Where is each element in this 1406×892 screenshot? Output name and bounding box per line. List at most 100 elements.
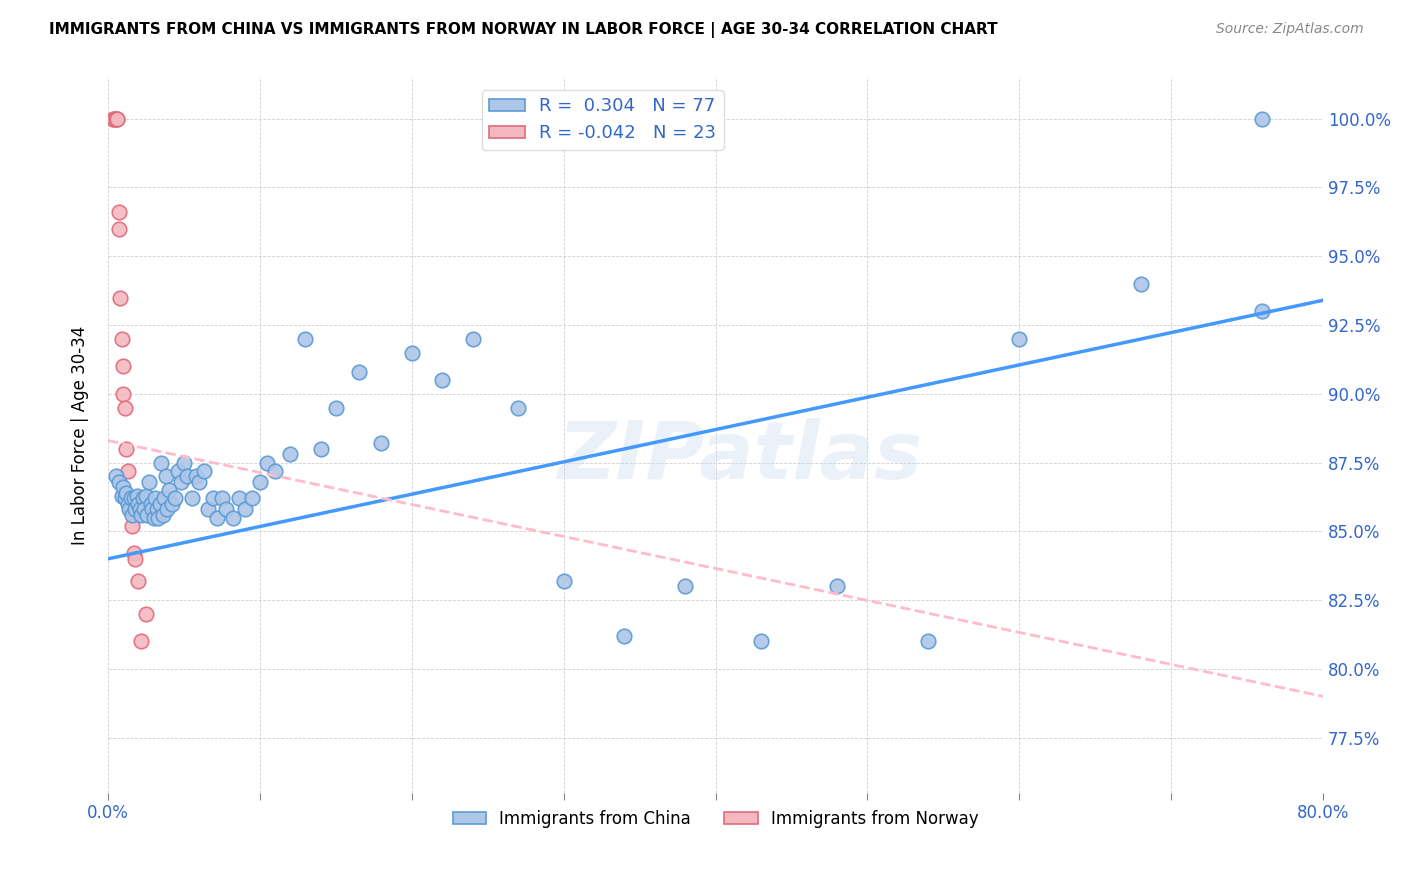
Text: IMMIGRANTS FROM CHINA VS IMMIGRANTS FROM NORWAY IN LABOR FORCE | AGE 30-34 CORRE: IMMIGRANTS FROM CHINA VS IMMIGRANTS FROM…: [49, 22, 998, 38]
Point: [180, 491, 202, 506]
Point: [120, 491, 142, 506]
Point: [105, 112, 128, 126]
Point: [613, 629, 636, 643]
Point: [370, 436, 392, 450]
Point: [233, 502, 256, 516]
Point: [101, 112, 124, 126]
Point: [156, 502, 179, 516]
Point: [104, 469, 127, 483]
Point: [121, 518, 143, 533]
Point: [120, 502, 142, 516]
Point: [112, 480, 135, 494]
Text: Source: ZipAtlas.com: Source: ZipAtlas.com: [1216, 22, 1364, 37]
Point: [143, 491, 166, 506]
Point: [134, 502, 156, 516]
Point: [103, 112, 125, 126]
Legend: Immigrants from China, Immigrants from Norway: Immigrants from China, Immigrants from N…: [446, 803, 986, 834]
Point: [163, 491, 186, 506]
Point: [118, 502, 141, 516]
Point: [201, 491, 224, 506]
Point: [115, 485, 138, 500]
Point: [193, 464, 215, 478]
Point: [136, 508, 159, 522]
Point: [150, 827, 173, 841]
Point: [124, 551, 146, 566]
Point: [1008, 332, 1031, 346]
Point: [114, 491, 136, 506]
Point: [215, 502, 238, 516]
Point: [146, 510, 169, 524]
Point: [401, 345, 423, 359]
Point: [112, 359, 135, 374]
Point: [112, 386, 135, 401]
Point: [188, 475, 211, 489]
Point: [128, 502, 150, 516]
Point: [131, 508, 153, 522]
Y-axis label: In Labor Force | Age 30-34: In Labor Force | Age 30-34: [72, 326, 89, 545]
Point: [309, 442, 332, 456]
Point: [673, 579, 696, 593]
Point: [107, 221, 129, 235]
Point: [207, 510, 229, 524]
Point: [135, 607, 157, 621]
Point: [107, 475, 129, 489]
Point: [117, 497, 139, 511]
Point: [153, 491, 176, 506]
Point: [430, 373, 453, 387]
Point: [111, 332, 134, 346]
Point: [184, 469, 207, 483]
Point: [1129, 277, 1152, 291]
Point: [325, 401, 347, 415]
Point: [108, 291, 131, 305]
Point: [160, 497, 183, 511]
Point: [167, 464, 190, 478]
Point: [139, 497, 162, 511]
Point: [197, 502, 219, 516]
Point: [278, 447, 301, 461]
Point: [149, 497, 172, 511]
Point: [228, 491, 250, 506]
Point: [122, 491, 145, 506]
Point: [142, 510, 165, 524]
Point: [105, 112, 128, 126]
Point: [138, 475, 160, 489]
Point: [294, 332, 316, 346]
Point: [145, 502, 167, 516]
Point: [121, 508, 143, 522]
Point: [125, 489, 148, 503]
Point: [749, 634, 772, 648]
Point: [157, 483, 180, 497]
Point: [131, 634, 153, 648]
Point: [135, 489, 157, 503]
Point: [111, 489, 134, 503]
Point: [211, 491, 233, 506]
Point: [173, 456, 195, 470]
Point: [1251, 304, 1274, 318]
Point: [240, 491, 263, 506]
Point: [152, 508, 174, 522]
Point: [132, 491, 155, 506]
Point: [249, 475, 271, 489]
Point: [107, 205, 129, 219]
Point: [917, 634, 939, 648]
Point: [155, 469, 177, 483]
Point: [176, 469, 198, 483]
Point: [553, 574, 575, 588]
Point: [825, 579, 848, 593]
Point: [256, 456, 278, 470]
Point: [221, 510, 243, 524]
Point: [118, 491, 141, 506]
Point: [124, 502, 146, 516]
Point: [117, 464, 139, 478]
Point: [1251, 112, 1274, 126]
Point: [114, 401, 136, 415]
Point: [264, 464, 287, 478]
Point: [115, 442, 138, 456]
Text: ZIPatlas: ZIPatlas: [557, 417, 922, 495]
Point: [127, 497, 149, 511]
Point: [150, 456, 173, 470]
Point: [347, 365, 370, 379]
Point: [122, 546, 145, 560]
Point: [127, 574, 149, 588]
Point: [461, 332, 484, 346]
